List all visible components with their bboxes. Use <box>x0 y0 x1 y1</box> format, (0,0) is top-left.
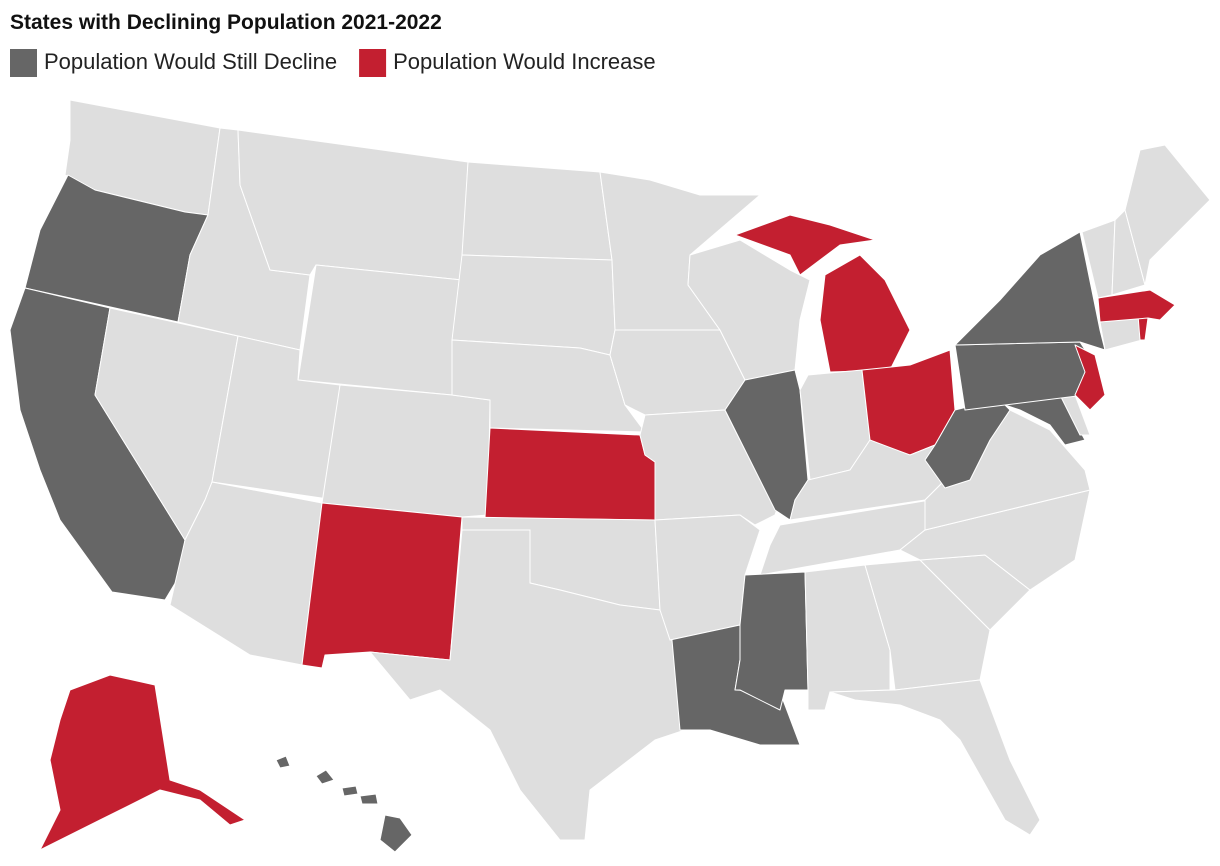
state <box>609 329 746 416</box>
state <box>369 529 686 841</box>
state <box>315 769 335 785</box>
legend-swatch <box>359 49 387 77</box>
state <box>954 231 1106 351</box>
state <box>461 161 613 261</box>
state <box>819 254 911 373</box>
state <box>1097 289 1176 323</box>
state <box>297 264 463 396</box>
state <box>687 239 811 381</box>
us-map <box>9 99 1211 853</box>
state <box>379 814 413 853</box>
state <box>1124 144 1211 286</box>
legend-label: Population Would Still Decline <box>44 49 337 74</box>
state <box>451 254 616 356</box>
state <box>359 793 379 805</box>
state <box>39 674 246 851</box>
state <box>275 755 291 769</box>
title: States with Declining Population 2021-20… <box>10 11 442 34</box>
legend-label: Population Would Increase <box>393 49 656 74</box>
state <box>734 214 876 276</box>
legend-swatch <box>10 49 37 77</box>
state <box>301 502 463 669</box>
state <box>1074 344 1106 411</box>
state <box>341 785 359 797</box>
state <box>829 679 1041 836</box>
state <box>734 571 809 711</box>
state <box>484 427 656 521</box>
state <box>237 129 469 281</box>
state <box>321 384 491 518</box>
legend: Population Would Still Decline Population… <box>10 49 656 77</box>
